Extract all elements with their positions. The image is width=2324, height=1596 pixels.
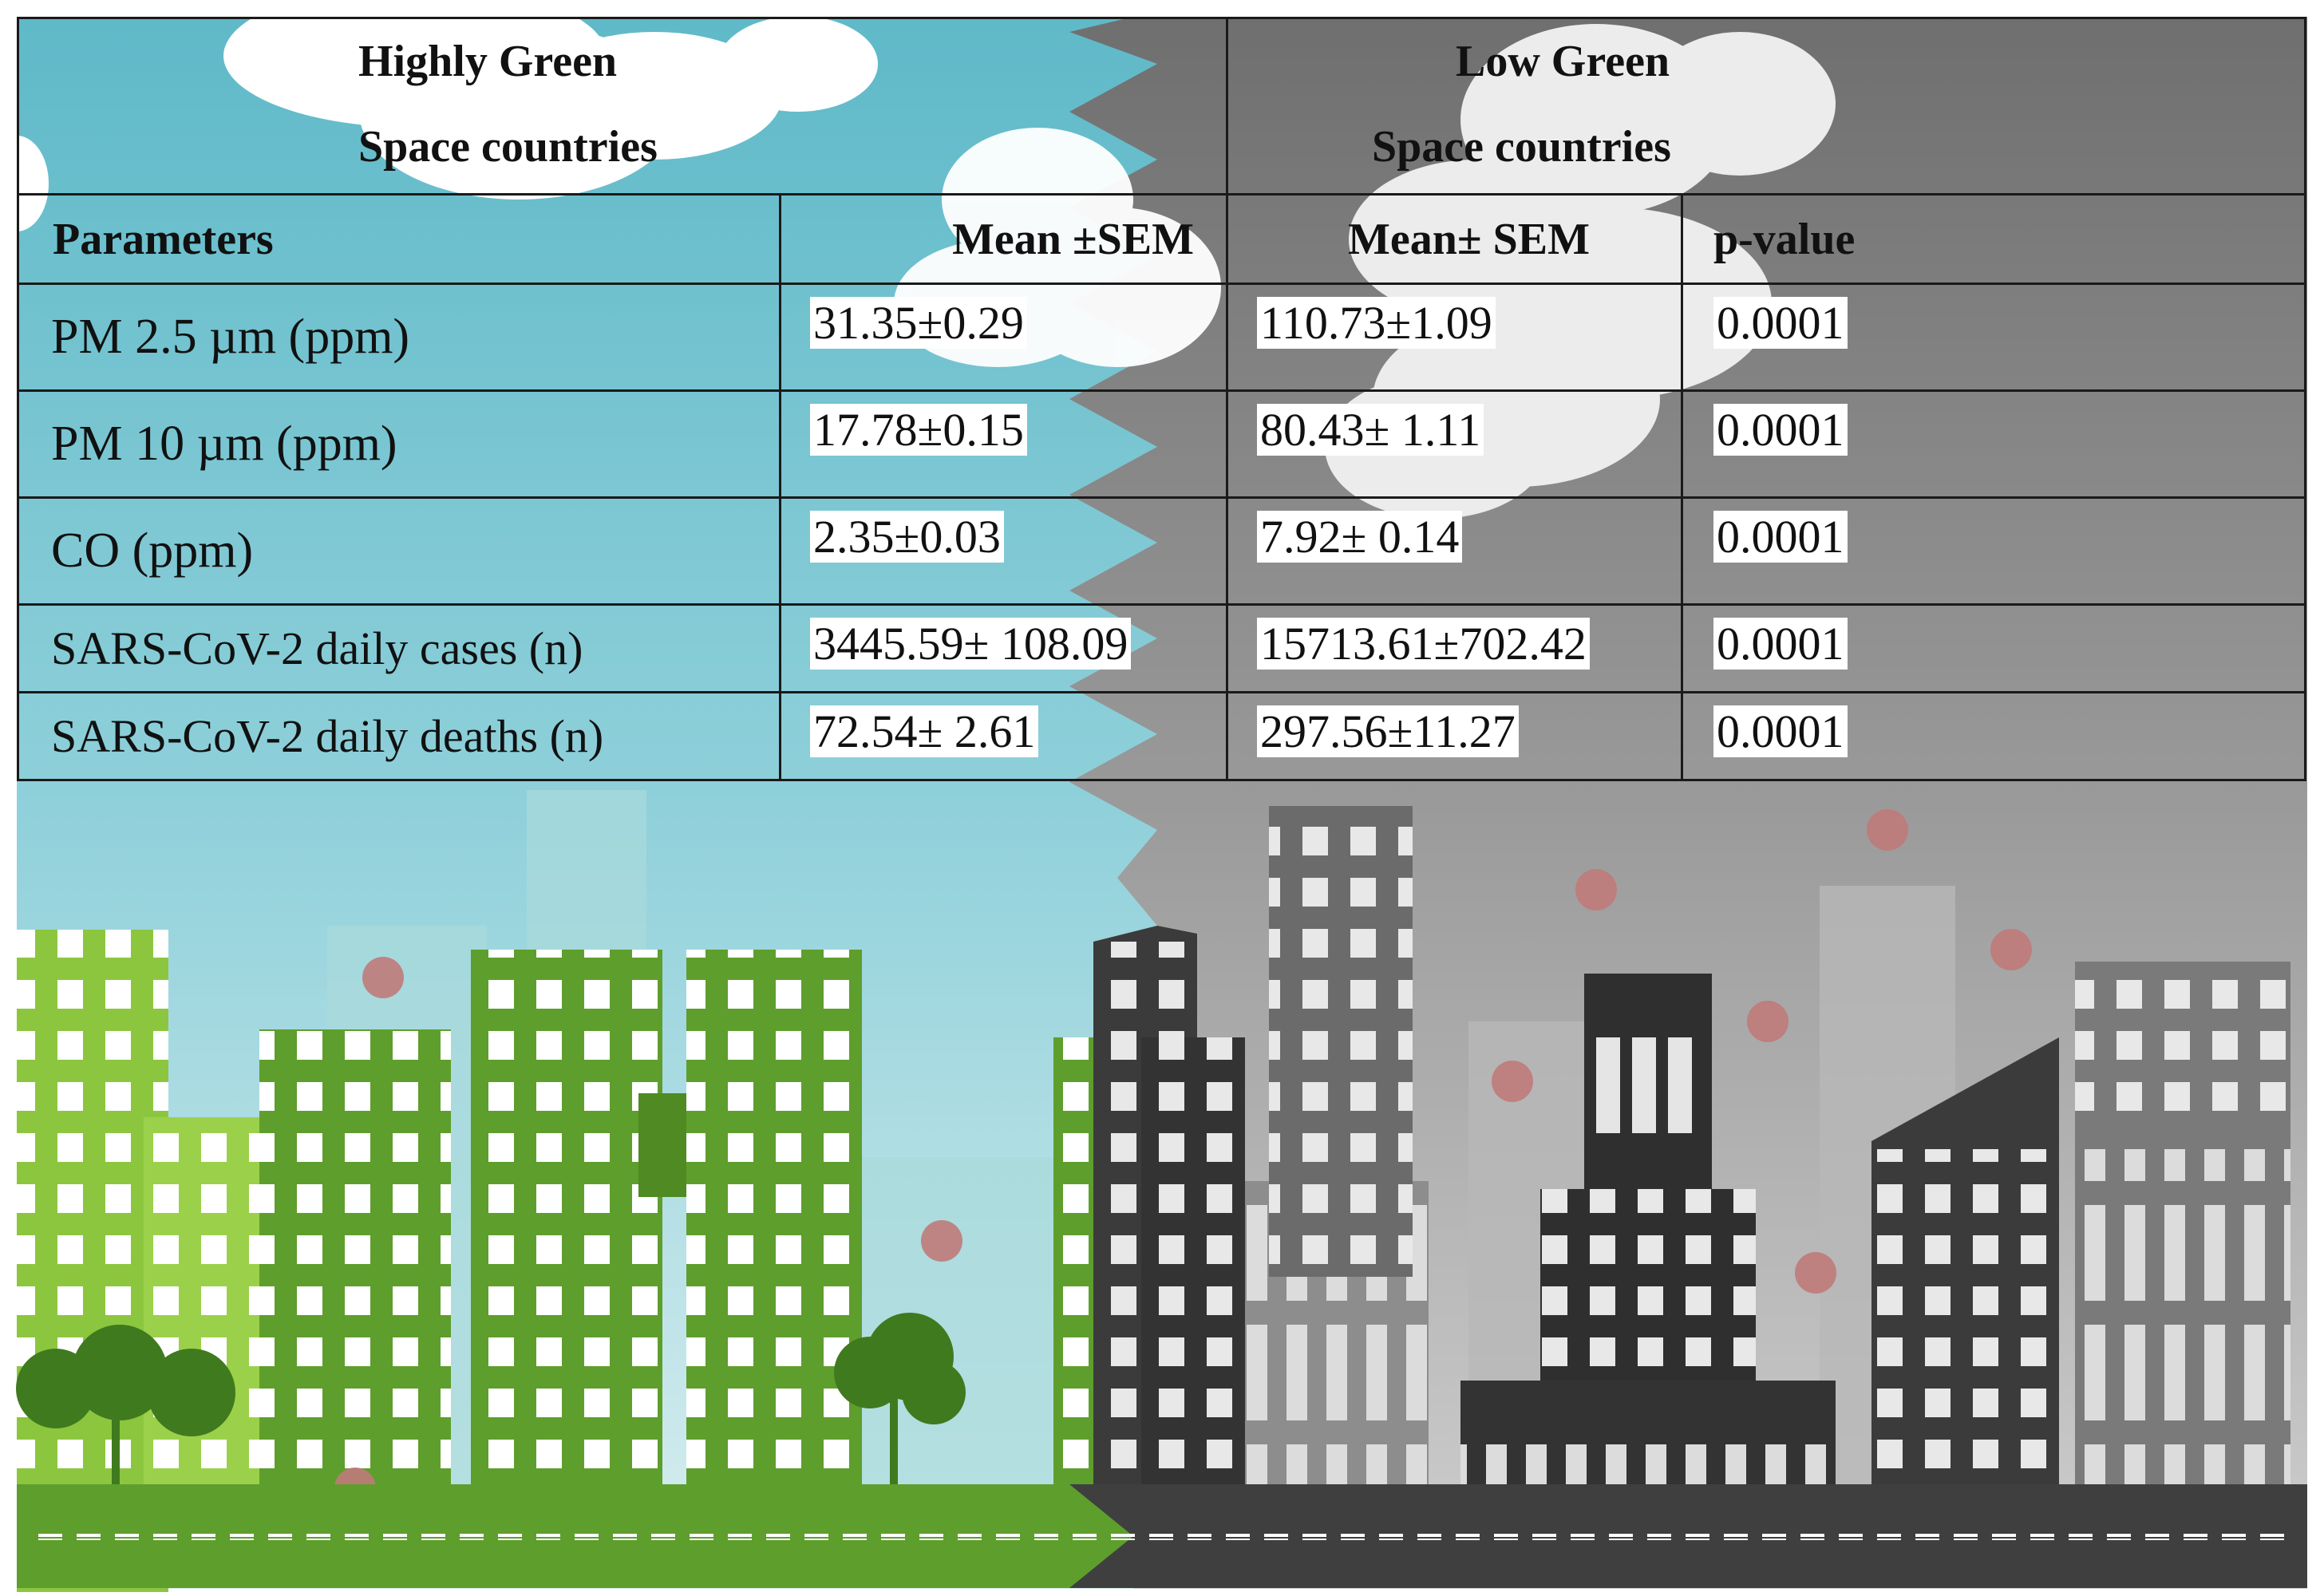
value-text: 110.73±1.09 [1257,297,1496,349]
value-text: 297.56±11.27 [1257,705,1519,757]
low-green-header: Low Green Space countries [1226,17,2307,196]
low-green-line1: Low Green [1456,37,1670,86]
value-text: 2.35±0.03 [810,511,1004,563]
value-text: 17.78±0.15 [810,404,1027,456]
parameter-cell: PM 10 µm (ppm) [17,389,781,499]
p-value-cell: 0.0001 [1681,691,2307,781]
value-text: 7.92± 0.14 [1257,511,1463,563]
mean-high-cell: 2.35±0.03 [778,496,1229,606]
mean-high-cell: 31.35±0.29 [778,282,1229,392]
table-row: CO (ppm) 2.35±0.03 7.92± 0.14 0.0001 [17,496,2307,606]
value-text: 80.43± 1.11 [1257,404,1484,456]
value-text: 3445.59± 108.09 [810,618,1132,670]
mean-low-header: Mean± SEM [1226,193,1684,285]
value-text: 0.0001 [1713,404,1848,456]
mean-low-cell: 110.73±1.09 [1226,282,1684,392]
parameter-cell: SARS-CoV-2 daily cases (n) [17,603,781,693]
mean-low-cell: 80.43± 1.11 [1226,389,1684,499]
p-value-cell: 0.0001 [1681,603,2307,693]
tree-icon [834,1313,966,1484]
value-text: 0.0001 [1713,618,1848,670]
highly-green-header: Highly Green Space countries [16,17,1229,196]
parameter-cell: SARS-CoV-2 daily deaths (n) [17,691,781,781]
highly-green-line2: Space countries [358,122,658,172]
green-building [686,950,862,1588]
green-building [471,950,662,1588]
parameter-cell: CO (ppm) [17,496,781,606]
mean-high-cell: 17.78±0.15 [778,389,1229,499]
parameter-cell: PM 2.5 µm (ppm) [17,282,781,392]
road-dashes [32,1534,2290,1540]
p-value-cell: 0.0001 [1681,282,2307,392]
column-header-row: Parameters Mean ±SEM Mean± SEM p-value [17,193,2307,285]
value-text: 0.0001 [1713,511,1848,563]
stats-table: Highly Green Space countries Low Green S… [16,17,2307,781]
tree-icon [16,1325,235,1492]
group-header-row: Highly Green Space countries Low Green S… [16,17,2307,196]
mean-low-cell: 15713.61±702.42 [1226,603,1684,693]
green-building [17,930,168,1592]
parameters-header: Parameters [17,193,781,285]
table-row: SARS-CoV-2 daily deaths (n) 72.54± 2.61 … [17,691,2307,781]
grey-building [1269,806,1413,1277]
value-text: 0.0001 [1713,705,1848,757]
value-text: 72.54± 2.61 [810,705,1039,757]
p-value-header: p-value [1681,193,2307,285]
table-row: SARS-CoV-2 daily cases (n) 3445.59± 108.… [17,603,2307,693]
value-text: 0.0001 [1713,297,1848,349]
mean-high-cell: 3445.59± 108.09 [778,603,1229,693]
p-value-cell: 0.0001 [1681,496,2307,606]
value-text: 15713.61±702.42 [1257,618,1590,670]
mean-high-cell: 72.54± 2.61 [778,691,1229,781]
mean-low-cell: 297.56±11.27 [1226,691,1684,781]
value-text: 31.35±0.29 [810,297,1027,349]
table-row: PM 2.5 µm (ppm) 31.35±0.29 110.73±1.09 0… [17,282,2307,392]
p-value-cell: 0.0001 [1681,389,2307,499]
mean-low-cell: 7.92± 0.14 [1226,496,1684,606]
low-green-line2: Space countries [1372,122,1671,172]
table-row: PM 10 µm (ppm) 17.78±0.15 80.43± 1.11 0.… [17,389,2307,499]
mean-high-header: Mean ±SEM [778,193,1229,285]
highly-green-line1: Highly Green [358,37,618,86]
